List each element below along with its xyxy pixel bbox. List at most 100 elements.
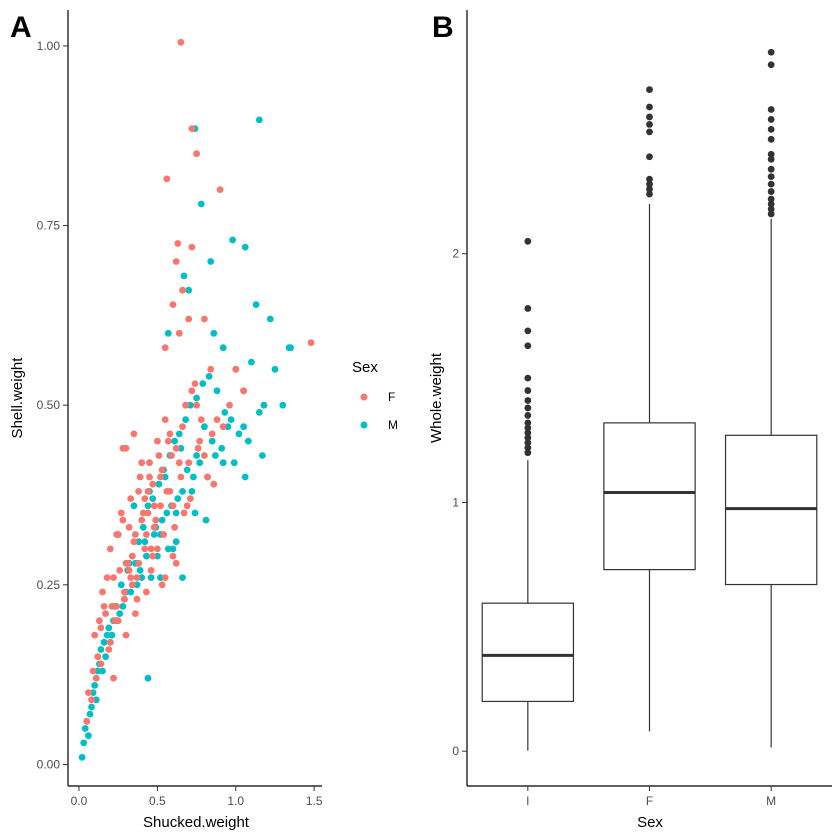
outlier-point xyxy=(646,190,653,198)
scatter-point-f xyxy=(122,444,130,452)
scatter-point-f xyxy=(106,638,114,646)
scatter-point-m xyxy=(130,502,138,510)
scatter-point-f xyxy=(157,502,164,510)
scatter-point-f xyxy=(139,509,147,517)
scatter-point-f xyxy=(188,125,196,132)
scatter-point-f xyxy=(116,567,124,574)
outlier-point xyxy=(524,439,532,447)
scatter-point-m xyxy=(244,437,252,445)
scatter-point-f xyxy=(130,538,138,546)
scatter-point-m xyxy=(108,631,116,639)
scatter-point-f xyxy=(213,416,221,423)
scatter-point-f xyxy=(226,401,233,409)
scatter-point-m xyxy=(230,459,238,467)
scatter-point-f xyxy=(111,617,119,625)
scatter-point-f xyxy=(105,646,113,653)
scatter-point-f xyxy=(92,674,100,682)
y-tick-label: 0 xyxy=(452,744,459,758)
scatter-point-f xyxy=(125,523,133,531)
scatter-point-m xyxy=(100,638,108,646)
scatter-point-m xyxy=(199,380,207,387)
scatter-point-f xyxy=(149,552,157,560)
y-tick-label: 0.00 xyxy=(37,757,61,771)
scatter-point-m xyxy=(219,344,227,352)
scatter-point-m xyxy=(259,452,266,459)
scatter-point-f xyxy=(144,509,152,517)
outlier-point xyxy=(767,135,775,143)
scatter-point-m xyxy=(193,394,201,402)
scatter-point-f xyxy=(154,545,161,553)
x-tick-label: I xyxy=(526,794,529,808)
scatter-point-m xyxy=(172,538,180,546)
scatter-point-f xyxy=(180,509,188,517)
scatter-point-f xyxy=(141,545,149,553)
scatter-point-f xyxy=(143,531,150,538)
legend-title: Sex xyxy=(352,359,378,376)
scatter-point-m xyxy=(205,373,213,380)
scatter-point-f xyxy=(169,301,177,308)
scatter-point-f xyxy=(161,574,169,581)
outlier-point xyxy=(646,175,653,183)
scatter-point-m xyxy=(99,667,106,675)
scatter-point-f xyxy=(163,488,171,495)
scatter-point-f xyxy=(182,401,190,409)
scatter-point-m xyxy=(85,732,92,740)
scatter-point-m xyxy=(191,509,199,517)
scatter-point-m xyxy=(266,315,274,323)
scatter-point-f xyxy=(110,574,117,581)
scatter-point-f xyxy=(240,387,248,395)
outlier-point xyxy=(767,205,775,213)
scatter-point-m xyxy=(175,430,183,438)
scatter-point-m xyxy=(161,473,169,481)
scatter-point-f xyxy=(146,459,153,467)
x-tick-label: F xyxy=(646,794,653,808)
scatter-point-f xyxy=(185,315,193,323)
outlier-point xyxy=(524,429,532,437)
outlier-point xyxy=(767,106,775,113)
scatter-point-f xyxy=(127,574,135,581)
scatter-point-m xyxy=(201,423,208,431)
scatter-point-f xyxy=(136,473,144,481)
scatter-point-f xyxy=(100,603,108,610)
scatter-point-m xyxy=(202,516,210,524)
scatter-point-f xyxy=(172,559,180,567)
legend: Sex F M xyxy=(352,359,398,432)
outlier-point xyxy=(767,188,775,195)
scatter-point-f xyxy=(307,339,315,347)
scatter-point-m xyxy=(252,301,260,308)
box-iqr xyxy=(481,602,575,703)
scatter-point-f xyxy=(132,610,139,617)
scatter-point-f xyxy=(143,588,150,596)
panel-a-y-ticks: 0.00 0.25 0.50 0.75 1.00 xyxy=(37,39,68,771)
scatter-point-f xyxy=(191,380,199,387)
scatter-point-m xyxy=(174,495,182,502)
scatter-point-m xyxy=(183,466,191,474)
scatter-point-f xyxy=(172,258,180,265)
scatter-point-m xyxy=(119,603,127,610)
scatter-point-m xyxy=(136,567,144,574)
scatter-point-m xyxy=(182,416,190,423)
outlier-point xyxy=(767,61,775,69)
outlier-point xyxy=(767,200,775,208)
scatter-point-f xyxy=(91,631,99,639)
outlier-point xyxy=(524,374,532,382)
scatter-point-f xyxy=(232,365,240,373)
scatter-point-f xyxy=(150,502,158,510)
scatter-point-f xyxy=(155,452,163,459)
scatter-point-f xyxy=(124,559,131,567)
scatter-point-m xyxy=(224,423,232,431)
scatter-point-m xyxy=(177,444,185,452)
scatter-point-f xyxy=(194,444,202,452)
scatter-point-f xyxy=(169,502,177,510)
scatter-point-m xyxy=(179,574,186,581)
outlier-point xyxy=(524,444,532,452)
scatter-point-m xyxy=(150,531,158,538)
scatter-point-f xyxy=(114,531,122,538)
scatter-point-m xyxy=(144,502,152,510)
box-f xyxy=(603,86,696,732)
outlier-point xyxy=(767,48,775,56)
scatter-point-m xyxy=(218,444,226,452)
outlier-point xyxy=(524,397,532,404)
scatter-point-f xyxy=(121,595,128,603)
scatter-point-m xyxy=(229,236,237,244)
